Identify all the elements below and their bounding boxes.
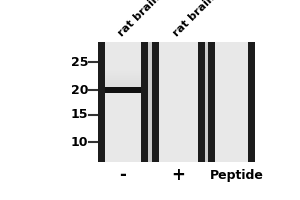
Text: 15: 15 [70, 108, 88, 121]
Text: rat brain: rat brain [116, 0, 162, 38]
Bar [152, 42, 159, 162]
Bar [105, 85, 141, 86]
Text: 25: 25 [70, 55, 88, 68]
Bar [105, 78, 141, 79]
Text: 10: 10 [70, 136, 88, 148]
Bar [105, 72, 141, 73]
Text: 20: 20 [70, 84, 88, 97]
Bar [105, 87, 141, 93]
Bar [105, 70, 141, 71]
Bar [105, 81, 141, 82]
Bar [105, 79, 141, 80]
Bar [198, 42, 205, 162]
Bar [208, 42, 215, 162]
Bar [98, 42, 105, 162]
Bar [105, 84, 141, 85]
Bar [105, 80, 141, 81]
Text: -: - [120, 166, 126, 184]
Bar [105, 82, 141, 83]
Bar [105, 76, 141, 77]
Bar [105, 71, 141, 72]
Bar [105, 77, 141, 78]
Bar [248, 42, 255, 162]
Text: +: + [171, 166, 185, 184]
Bar [215, 42, 248, 162]
Text: Peptide: Peptide [210, 168, 264, 182]
Bar [141, 42, 148, 162]
Bar [105, 73, 141, 74]
Bar [105, 74, 141, 75]
Bar [98, 42, 255, 162]
Text: rat brain: rat brain [171, 0, 217, 38]
Bar [159, 42, 198, 162]
Bar [105, 75, 141, 76]
Bar [105, 42, 141, 162]
Bar [105, 86, 141, 87]
Bar [105, 83, 141, 84]
